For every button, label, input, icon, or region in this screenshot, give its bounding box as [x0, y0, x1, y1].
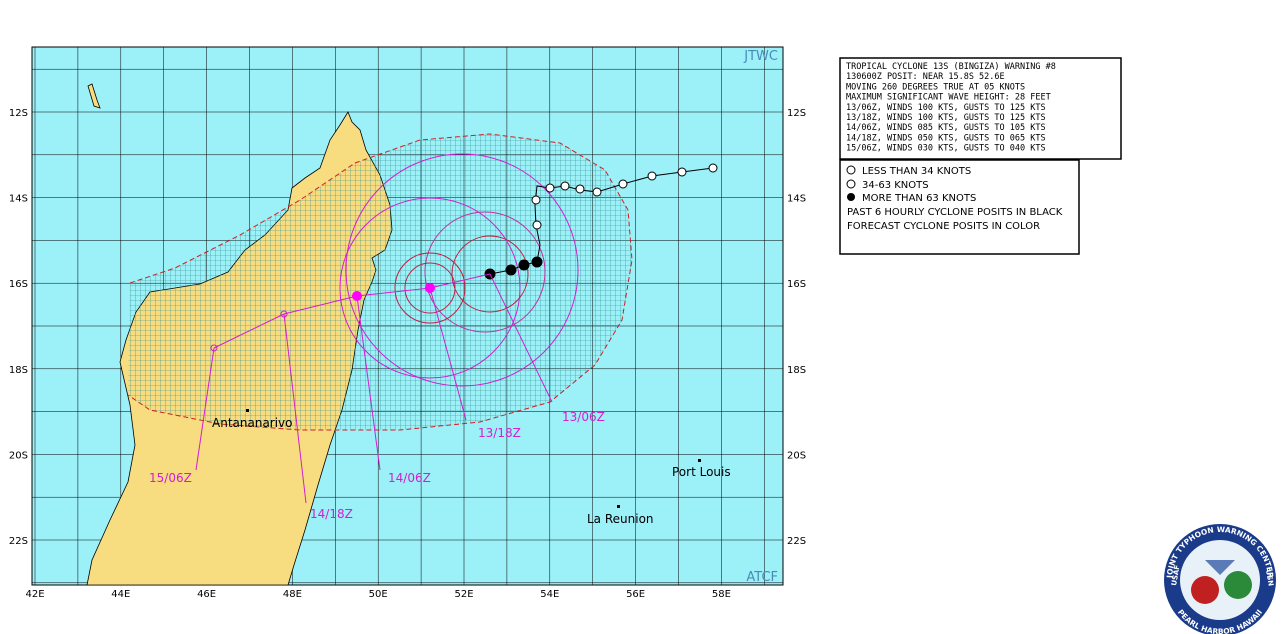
lat-label: 12S: [787, 108, 806, 119]
lat-label: 18S: [787, 365, 806, 376]
time-label: 13/18Z: [478, 426, 521, 440]
lat-label: 20S: [9, 450, 28, 461]
position: [592, 187, 602, 197]
forecast-pointers: [195, 273, 553, 504]
corner-label: JTWC: [743, 49, 778, 64]
lat-label: 18S: [9, 365, 28, 376]
lat-label: 12S: [9, 108, 28, 119]
position: [708, 163, 718, 173]
lon-label: 58E: [712, 589, 731, 600]
legend-item: LESS THAN 34 KNOTS: [862, 166, 971, 177]
lon-label: 54E: [540, 589, 559, 600]
legend-box: [839, 159, 1080, 255]
lat-label: 16S: [9, 279, 28, 290]
lon-label: 50E: [369, 589, 388, 600]
position: [210, 344, 218, 352]
forecast-positions: [210, 283, 435, 352]
legend-item: 34-63 KNOTS: [862, 180, 929, 191]
position: [575, 184, 585, 194]
place: Port Louis: [672, 465, 731, 479]
position: [280, 310, 288, 318]
position: [545, 183, 555, 193]
warning-line: 14/18Z, WINDS 050 KTS, GUSTS TO 065 KTS: [846, 133, 1046, 143]
position: [647, 171, 657, 181]
legend: LESS THAN 34 KNOTS 34-63 KNOTS MORE THAN…: [846, 165, 1063, 232]
warning-line: 15/06Z, WINDS 030 KTS, GUSTS TO 040 KTS: [846, 144, 1046, 154]
radius-circle: [424, 211, 546, 333]
radius-circle: [451, 235, 529, 313]
position: [618, 179, 628, 189]
time-label: 13/06Z: [562, 410, 605, 424]
radius-circle: [394, 252, 466, 324]
warning-line: 13/06Z, WINDS 100 KTS, GUSTS TO 125 KTS: [846, 103, 1046, 113]
time-label: 14/18Z: [310, 507, 353, 521]
radius-circle: [339, 197, 521, 379]
corner-label: ATCF: [746, 570, 778, 585]
position: [425, 283, 435, 293]
lon-label: 56E: [626, 589, 645, 600]
lat-label: 14S: [787, 194, 806, 205]
radius-circle: [345, 153, 579, 387]
lon-label: 52E: [454, 589, 473, 600]
warning-box: [839, 57, 1122, 160]
radius-circle: [404, 262, 456, 314]
legend-item: MORE THAN 63 KNOTS: [862, 193, 976, 204]
place: La Reunion: [587, 512, 654, 526]
lon-label: 42E: [25, 589, 44, 600]
warning-line: 13/18Z, WINDS 100 KTS, GUSTS TO 125 KTS: [846, 113, 1046, 123]
time-label: 15/06Z: [149, 471, 192, 485]
island: [87, 83, 101, 109]
past-track: [489, 167, 714, 275]
time-label: 14/06Z: [388, 471, 431, 485]
warning-text: TROPICAL CYCLONE 13S (BINGIZA) WARNING #…: [846, 62, 1056, 154]
position: [531, 256, 543, 268]
position: [352, 291, 362, 301]
position: [677, 167, 687, 177]
position: [532, 220, 542, 230]
lat-label: 16S: [787, 279, 806, 290]
legend-note: PAST 6 HOURLY CYCLONE POSITS IN BLACK: [847, 207, 1063, 218]
lon-label: 44E: [111, 589, 130, 600]
warning-line: 130600Z POSIT: NEAR 15.8S 52.6E: [846, 72, 1005, 82]
logo: JOINT TYPHOON WARNING CENTER PEARL HARBO…: [1164, 524, 1276, 634]
lat-label: 20S: [787, 450, 806, 461]
lon-label: 48E: [283, 589, 302, 600]
position: [560, 181, 570, 191]
logo-text: USN: [1264, 569, 1275, 587]
warning-line: MAXIMUM SIGNIFICANT WAVE HEIGHT: 28 FEET: [846, 93, 1051, 103]
lat-label: 22S: [9, 536, 28, 547]
lat-label: 22S: [787, 536, 806, 547]
legend-note: FORECAST CYCLONE POSITS IN COLOR: [847, 221, 1040, 232]
position: [518, 259, 530, 271]
past-positions: [484, 163, 718, 280]
position: [505, 264, 517, 276]
warning-line: MOVING 260 DEGREES TRUE AT 05 KNOTS: [846, 82, 1025, 92]
lon-label: 46E: [197, 589, 216, 600]
warning-area: [127, 133, 633, 431]
warning-line: 14/06Z, WINDS 085 KTS, GUSTS TO 105 KTS: [846, 123, 1046, 133]
position: [531, 195, 541, 205]
place: Antananarivo: [212, 416, 293, 430]
wind-radii: [339, 153, 579, 387]
places: Antananarivo Port Louis La Reunion: [212, 409, 731, 526]
logo-text: USAF: [1170, 564, 1182, 586]
axis-labels: 42E 44E 46E 48E 50E 52E 54E 56E 58E 12S 12S 14S 14S 1…: [9, 108, 806, 600]
warning-line: TROPICAL CYCLONE 13S (BINGIZA) WARNING #…: [846, 62, 1056, 72]
forecast-labels: 13/06Z 13/18Z 14/06Z 14/18Z 15/06Z: [149, 410, 605, 521]
lat-label: 14S: [9, 194, 28, 205]
